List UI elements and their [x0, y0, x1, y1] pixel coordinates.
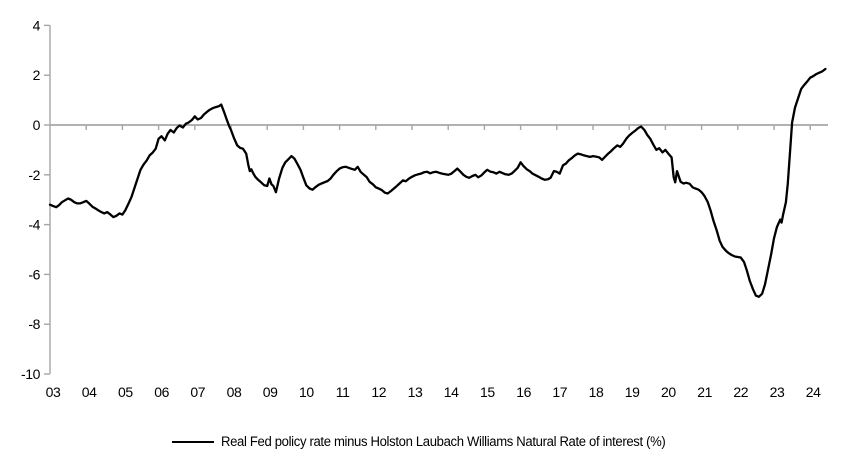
- x-axis-tick-label: 20: [661, 384, 676, 400]
- x-axis-tick-label: 10: [299, 384, 314, 400]
- x-axis-tick-label: 14: [444, 384, 459, 400]
- x-axis-tick-label: 11: [336, 384, 350, 400]
- x-axis-tick-label: 18: [589, 384, 604, 400]
- x-axis-tick-label: 08: [227, 384, 242, 400]
- x-axis-tick-label: 16: [516, 384, 531, 400]
- x-axis-tick-label: 13: [408, 384, 423, 400]
- x-axis-tick-label: 03: [46, 384, 61, 400]
- y-axis-tick-label: -4: [28, 217, 40, 233]
- x-axis-tick-label: 05: [118, 384, 133, 400]
- y-axis-tick-label: -10: [21, 366, 41, 382]
- y-axis: 4 2 0 -2 -4 -6 -8 -10: [21, 17, 51, 382]
- x-axis-tick-label: 12: [371, 384, 386, 400]
- legend: Real Fed policy rate minus Holston Lauba…: [0, 434, 852, 449]
- legend-series-label: Real Fed policy rate minus Holston Lauba…: [221, 434, 666, 449]
- x-axis-tick-label: 09: [263, 384, 278, 400]
- x-axis-tick-label: 22: [733, 384, 748, 400]
- x-axis-tick-label: 15: [480, 384, 495, 400]
- y-axis-tick-label: 4: [33, 17, 41, 33]
- x-axis-tick-label: 23: [770, 384, 785, 400]
- y-axis-tick-label: -8: [28, 316, 40, 332]
- y-axis-tick-label: 0: [33, 117, 41, 133]
- x-axis-tick-label: 07: [190, 384, 205, 400]
- x-axis-tick-label: 04: [82, 384, 97, 400]
- x-axis-tick-label: 24: [806, 384, 821, 400]
- x-axis-tick-label: 19: [625, 384, 640, 400]
- x-axis-labels: 03 04 05 06 07 08 09 10 11 12 13 14 15 16 17 18 19 20 21 22…: [46, 384, 822, 400]
- legend-line-swatch: [172, 440, 215, 443]
- y-axis-tick-label: -2: [28, 167, 40, 183]
- zero-gridline: [50, 124, 828, 130]
- series-line: [48, 67, 827, 298]
- x-axis-tick-label: 17: [552, 384, 567, 400]
- y-axis-tick-label: -6: [28, 266, 40, 282]
- x-axis-tick-label: 21: [697, 384, 712, 400]
- x-axis-tick-label: 06: [154, 384, 169, 400]
- y-axis-tick-label: 2: [33, 67, 41, 83]
